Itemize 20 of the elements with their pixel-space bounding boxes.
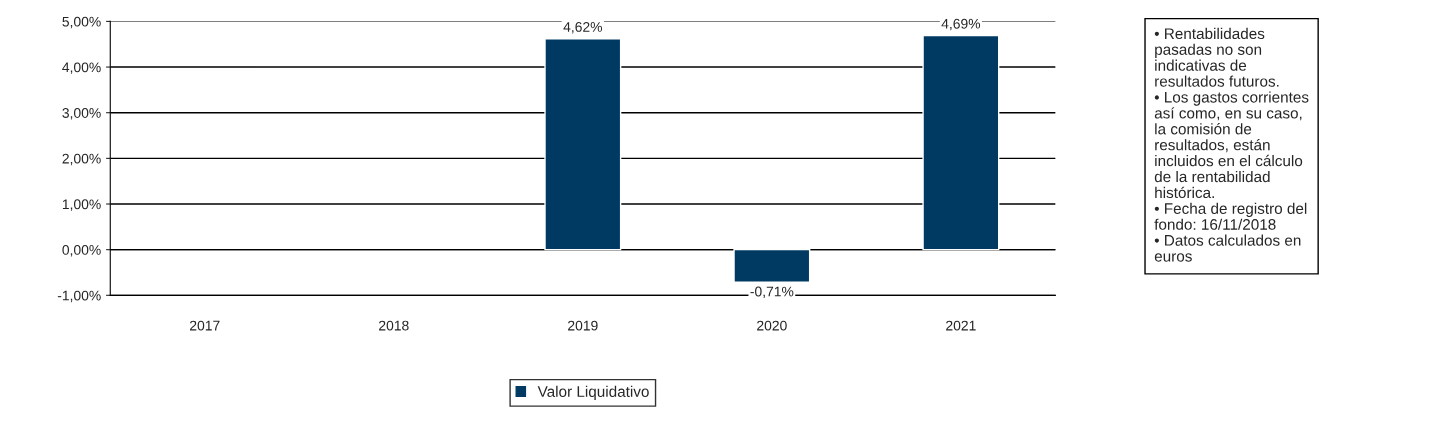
data-label: 4,69% [941,18,981,31]
x-tick-label: 2020 [757,320,787,331]
x-tick-label: 2017 [190,320,220,331]
y-tick-label: 0,00% [62,245,101,257]
bar [544,38,622,251]
x-tick-label: 2019 [568,320,598,331]
data-label: -0,71% [750,286,794,299]
y-tick-label: 1,00% [62,199,101,211]
x-tick-label: 2018 [379,320,409,331]
y-tick-label: 5,00% [62,16,101,29]
text: • Rentabilidades pasadas no son indicativas de resultados futuros. • Los gastos corrientes así como, en su caso, la comisión de resultados, están incluidos en el cálculo de la rentabilidad histórica. • Fecha de registro del fondo: 16/11/2018 • Datos calculados en euros [1154,27,1309,262]
x-tick-label: 2021 [946,320,976,331]
legend-label: Valor Liquidativo [537,385,649,401]
y-tick-label: 3,00% [62,108,101,120]
bar [733,248,811,283]
y-tick-label: 4,00% [62,62,101,74]
y-tick-label: 2,00% [62,153,101,166]
data-label: 4,62% [563,22,603,34]
bar [922,34,1000,251]
y-tick-label: -1,00% [57,290,101,303]
